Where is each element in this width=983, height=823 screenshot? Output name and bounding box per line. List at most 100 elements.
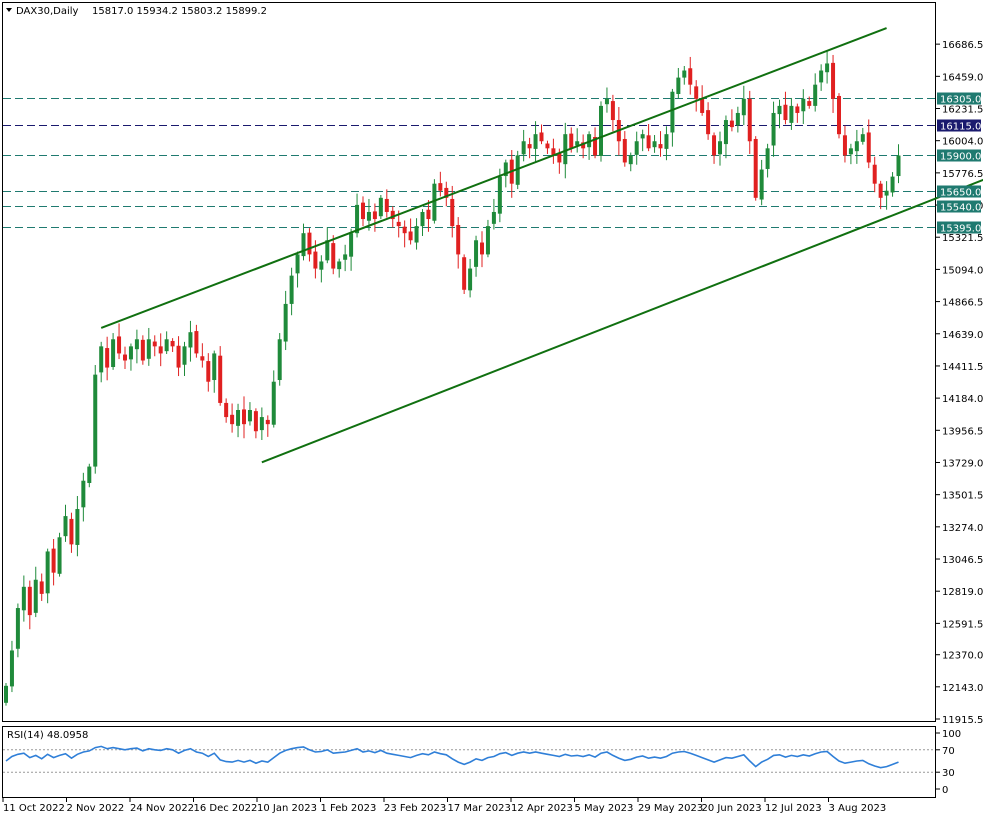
- candle-body: [21, 586, 26, 611]
- candle-body: [93, 374, 98, 467]
- level-label-box: [937, 200, 981, 213]
- price-tick-label: 13274.0: [942, 523, 983, 534]
- level-label-box: [937, 119, 981, 132]
- candle-body: [51, 548, 56, 573]
- candle-body: [384, 198, 389, 212]
- candle-body: [444, 187, 449, 198]
- candle-body: [783, 104, 788, 121]
- candle-body: [247, 410, 252, 422]
- candle-body: [33, 579, 38, 613]
- candle-body: [854, 141, 859, 152]
- time-tick-label: 20 Jun 2023: [702, 803, 762, 814]
- rsi-tick-label: 30: [942, 768, 955, 779]
- candle-body: [27, 586, 32, 616]
- candle-body: [182, 346, 187, 365]
- candlesticks: [4, 50, 901, 706]
- time-tick-label: 11 Oct 2022: [3, 803, 65, 814]
- candle-body: [259, 417, 264, 431]
- candle-body: [610, 101, 615, 121]
- candle-body: [87, 466, 92, 483]
- price-tick-label: 13729.0: [942, 458, 983, 469]
- candle-body: [753, 138, 758, 198]
- candle-body: [128, 346, 133, 360]
- candle-body: [236, 410, 241, 426]
- time-tick-label: 10 Jan 2023: [257, 803, 317, 814]
- candle-body: [45, 551, 50, 594]
- candle-body: [253, 411, 258, 432]
- lower-channel-line: [261, 178, 983, 464]
- price-tick-label: 14411.5: [942, 362, 983, 373]
- time-tick-label: 12 Apr 2023: [511, 803, 573, 814]
- price-tick-label: 13501.5: [942, 491, 983, 502]
- level-labels: 16305.0 16115.0 15900.0 15650.0 15540.0 15395…: [937, 92, 981, 235]
- candle-body: [277, 339, 282, 381]
- candle-body: [396, 221, 401, 227]
- candle-body: [117, 336, 122, 354]
- candle-body: [593, 137, 598, 156]
- candle-body: [188, 332, 193, 348]
- candle-body: [896, 155, 901, 177]
- candle-body: [842, 135, 847, 156]
- candle-body: [212, 353, 217, 381]
- price-tick-label: 12591.5: [942, 619, 983, 630]
- price-tick-label: 15094.0: [942, 265, 983, 276]
- candle-body: [194, 331, 199, 354]
- candle-body: [283, 303, 288, 342]
- time-tick-label: 23 Feb 2023: [384, 803, 446, 814]
- candle-body: [688, 68, 693, 85]
- candle-body: [837, 95, 841, 135]
- candle-body: [795, 106, 800, 113]
- level-label: 15650.0: [940, 188, 981, 199]
- candle-body: [99, 346, 104, 373]
- candle-body: [723, 120, 728, 145]
- rsi-tick-label: 70: [942, 746, 955, 757]
- candle-body: [640, 134, 645, 139]
- candle-body: [503, 162, 508, 177]
- chart-symbol: DAX30,Daily: [16, 6, 79, 17]
- candle-body: [39, 581, 44, 594]
- candle-body: [604, 98, 609, 105]
- candle-body: [497, 176, 502, 214]
- candle-body: [825, 63, 830, 73]
- candle-body: [491, 211, 496, 224]
- candle-body: [15, 608, 20, 649]
- candle-body: [331, 243, 336, 269]
- candle-body: [4, 685, 8, 703]
- candle-body: [224, 402, 229, 418]
- candle-body: [474, 240, 479, 267]
- candle-body: [712, 135, 717, 156]
- candle-body: [242, 409, 246, 425]
- candle-body: [563, 134, 568, 165]
- level-label: 16115.0: [940, 122, 981, 133]
- upper-channel-line: [100, 27, 887, 329]
- price-tick-label: 15321.5: [942, 233, 983, 244]
- time-tick-label: 17 Mar 2023: [448, 803, 511, 814]
- candle-body: [164, 339, 169, 352]
- level-label-box: [937, 185, 981, 198]
- candle-body: [729, 120, 734, 128]
- level-label-box: [937, 149, 981, 162]
- candle-body: [325, 240, 330, 261]
- price-tick-label: 13046.5: [942, 555, 983, 566]
- level-label-box: [937, 221, 981, 234]
- candle-body: [456, 224, 461, 255]
- candle-body: [569, 133, 574, 149]
- candle-body: [819, 70, 824, 83]
- candle-body: [9, 650, 14, 687]
- level-label: 16305.0: [940, 95, 981, 106]
- price-tick-label: 15776.5: [942, 169, 983, 180]
- candle-body: [545, 143, 550, 149]
- rsi-tick-label: 0: [942, 785, 948, 796]
- candle-body: [134, 339, 139, 350]
- collapse-triangle-icon[interactable]: [6, 8, 12, 12]
- rsi-label: RSI(14) 48.0958: [7, 730, 88, 741]
- level-label: 15540.0: [940, 203, 981, 214]
- candle-body: [69, 518, 74, 545]
- candle-body: [378, 197, 383, 217]
- candle-body: [557, 153, 562, 163]
- candle-body: [355, 204, 360, 234]
- candle-body: [485, 226, 490, 255]
- price-axis: 16686.516459.016231.516004.015776.515549…: [935, 40, 983, 726]
- rsi-plot-frame: [2, 726, 936, 798]
